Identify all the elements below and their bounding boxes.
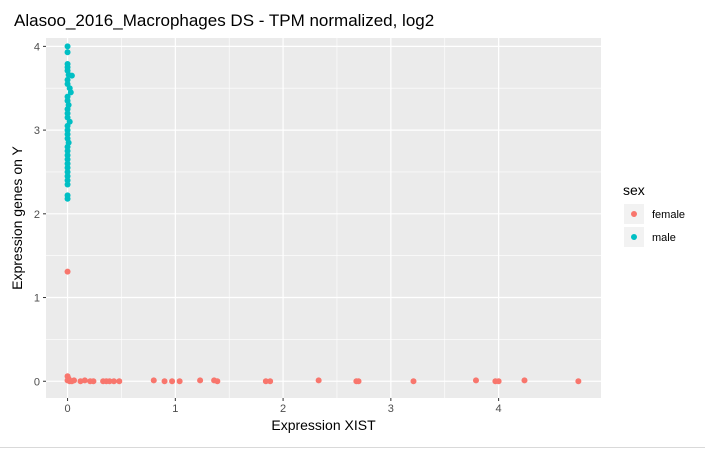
bottom-rule — [0, 447, 705, 448]
point-female — [197, 377, 204, 384]
point-female — [106, 378, 113, 385]
point-male — [64, 110, 71, 117]
plot-panel — [46, 38, 601, 398]
legend: sex female male — [623, 182, 685, 247]
legend-swatch-male — [631, 234, 637, 240]
point-male — [64, 143, 71, 150]
point-male — [64, 93, 71, 100]
legend-entries: female male — [624, 204, 685, 247]
x-axis-ticks: 0 1 2 3 4 — [64, 398, 502, 415]
point-male — [68, 72, 75, 79]
point-male — [64, 49, 71, 56]
y-tick-label: 1 — [34, 293, 40, 305]
data-points — [64, 43, 582, 385]
x-tick-label: 1 — [172, 403, 178, 415]
y-axis-ticks: 0 1 2 3 4 — [34, 41, 46, 388]
grid-minor — [46, 38, 601, 398]
point-male — [64, 131, 71, 138]
point-male — [64, 127, 71, 134]
point-female — [315, 377, 322, 384]
point-male — [64, 164, 71, 171]
legend-swatch-female — [631, 211, 637, 217]
point-female — [355, 378, 362, 385]
point-female — [495, 378, 502, 385]
point-female — [267, 378, 274, 385]
legend-title: sex — [623, 182, 645, 198]
point-female — [161, 378, 168, 385]
point-female — [81, 377, 88, 384]
point-male — [64, 160, 71, 167]
point-male — [64, 76, 71, 83]
point-female — [110, 378, 117, 385]
point-female — [262, 378, 269, 385]
legend-label-female: female — [652, 209, 685, 221]
x-tick-label: 4 — [496, 403, 502, 415]
point-male — [64, 152, 71, 159]
point-female — [150, 377, 157, 384]
x-tick-label: 2 — [280, 403, 286, 415]
point-female — [575, 378, 582, 385]
chart-title: Alasoo_2016_Macrophages DS - TPM normali… — [14, 11, 434, 30]
point-male — [64, 122, 71, 129]
point-female — [472, 377, 479, 384]
point-male — [64, 181, 71, 188]
point-male — [64, 195, 71, 202]
point-female — [410, 378, 417, 385]
x-tick-label: 0 — [64, 403, 70, 415]
point-male — [64, 173, 71, 180]
point-female — [521, 377, 528, 384]
point-female — [176, 378, 183, 385]
point-male — [64, 43, 71, 50]
y-tick-label: 0 — [34, 376, 40, 388]
point-male — [64, 106, 71, 113]
legend-label-male: male — [652, 232, 676, 244]
point-female — [116, 378, 123, 385]
point-female — [169, 378, 176, 385]
x-tick-label: 3 — [388, 403, 394, 415]
point-male — [64, 168, 71, 175]
y-tick-label: 3 — [34, 125, 40, 137]
grid-major — [46, 38, 601, 398]
x-axis-title: Expression XIST — [271, 417, 376, 433]
point-male — [64, 156, 71, 163]
point-male — [64, 177, 71, 184]
point-male — [67, 89, 74, 96]
y-tick-label: 4 — [34, 41, 40, 53]
y-axis-title: Expression genes on Y — [9, 145, 25, 289]
point-female — [90, 378, 97, 385]
y-tick-label: 2 — [34, 209, 40, 221]
point-female — [71, 377, 78, 384]
point-male — [64, 148, 71, 155]
point-female — [64, 268, 71, 275]
point-female — [214, 378, 221, 385]
